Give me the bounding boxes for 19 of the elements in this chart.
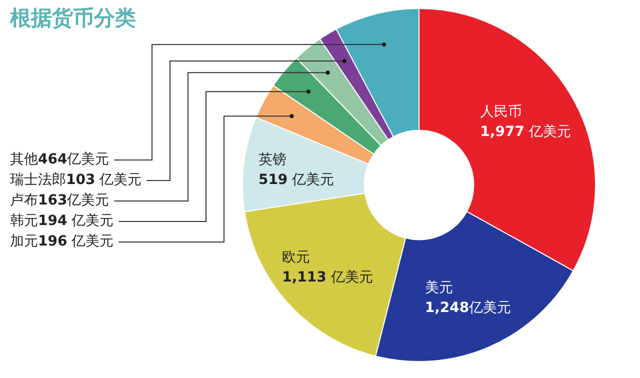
data-label: 194 亿美元 <box>38 213 114 230</box>
slice-label: 瑞士法郎 <box>10 172 66 188</box>
data-label: 163亿美元 <box>38 192 110 209</box>
slice-label: 人民币 <box>480 104 522 120</box>
slice-label: 美元 <box>424 280 453 296</box>
data-label: 103 亿美元 <box>66 172 142 188</box>
data-label: 1,113 亿美元 <box>282 270 373 286</box>
slice-label: 英镑 <box>258 152 286 168</box>
data-label: 464亿美元 <box>38 152 110 168</box>
slice-label: 韩元 <box>10 213 38 230</box>
data-label: 1,977 亿美元 <box>480 124 571 140</box>
data-label: 519 亿美元 <box>258 172 334 188</box>
data-label: 196 亿美元 <box>38 234 114 250</box>
slice-label: 欧元 <box>282 250 310 266</box>
slice-label: 加元 <box>10 234 38 250</box>
slice-label: 其他 <box>10 152 38 168</box>
slice-label: 卢布 <box>10 192 38 209</box>
data-label: 1,248亿美元 <box>424 300 512 316</box>
chart-title: 根据货币分类 <box>10 5 136 32</box>
